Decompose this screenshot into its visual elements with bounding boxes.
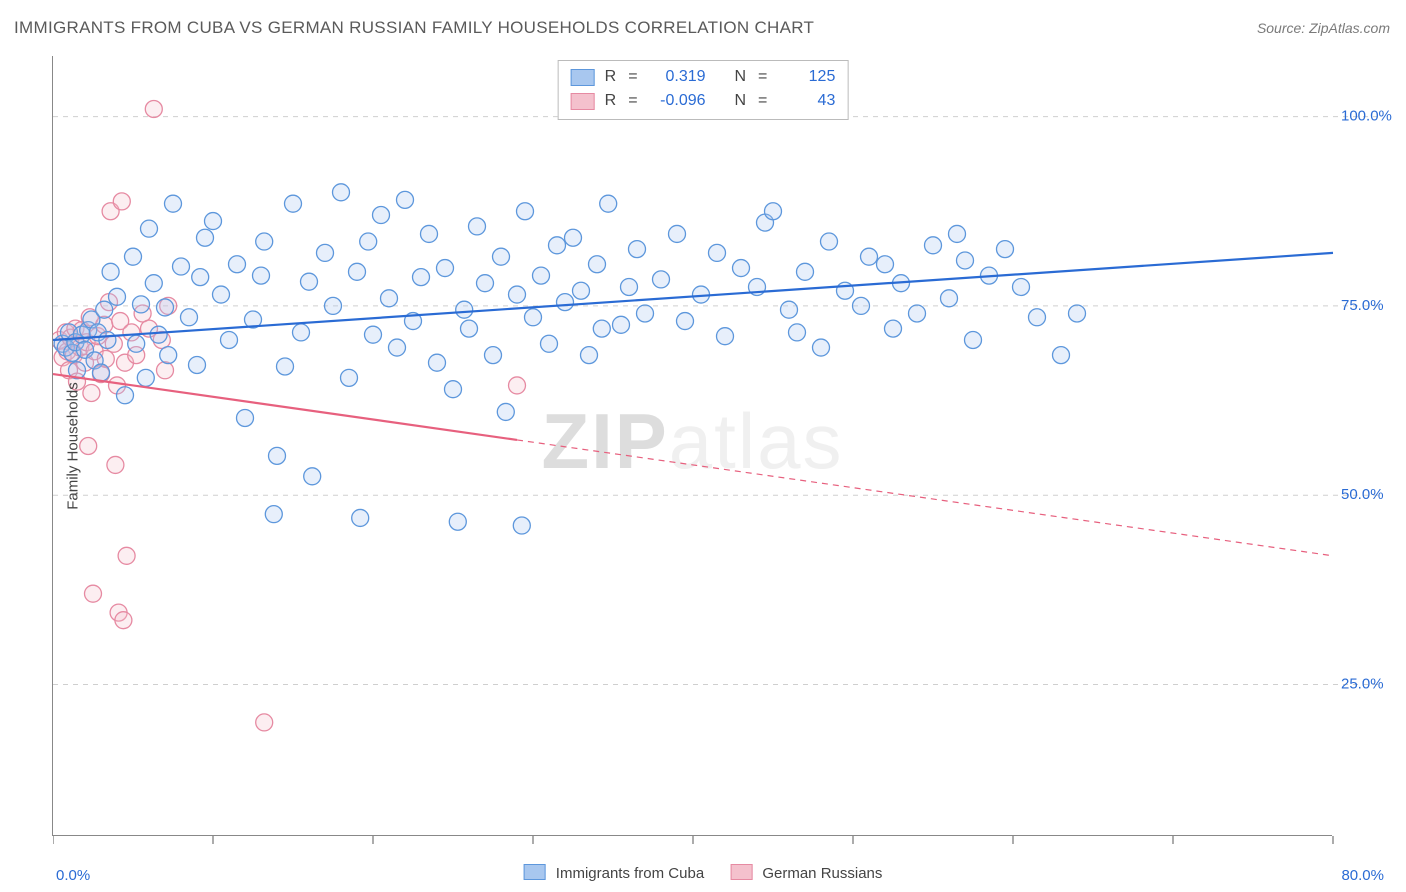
x-axis-min-label: 0.0% xyxy=(56,867,90,884)
stats-legend-row-german: R = -0.096 N = 43 xyxy=(571,89,836,113)
legend-n-german: 43 xyxy=(779,92,835,110)
stats-legend: R = 0.319 N = 125 R = -0.096 N = 43 xyxy=(558,60,849,120)
source-label: Source: ZipAtlas.com xyxy=(1257,20,1390,36)
chart-container: IMMIGRANTS FROM CUBA VS GERMAN RUSSIAN F… xyxy=(0,0,1406,892)
svg-text:75.0%: 75.0% xyxy=(1341,297,1384,314)
x-axis-max-label: 80.0% xyxy=(1341,867,1384,884)
chart-title: IMMIGRANTS FROM CUBA VS GERMAN RUSSIAN F… xyxy=(14,18,814,38)
swatch-german-icon xyxy=(571,93,595,110)
swatch-cuba-icon xyxy=(571,69,595,86)
stats-legend-row-cuba: R = 0.319 N = 125 xyxy=(571,65,836,89)
legend-n-cuba: 125 xyxy=(779,68,835,86)
y-axis-label: Family Households xyxy=(65,382,82,510)
svg-text:100.0%: 100.0% xyxy=(1341,108,1392,125)
swatch-cuba-icon xyxy=(524,864,546,880)
swatch-german-icon xyxy=(730,864,752,880)
legend-item-cuba: Immigrants from Cuba xyxy=(524,864,705,882)
legend-r-german: -0.096 xyxy=(650,92,706,110)
legend-item-german: German Russians xyxy=(730,864,882,882)
plot-svg: 25.0% 50.0% 75.0% 100.0% xyxy=(53,56,1393,856)
bottom-legend: Immigrants from Cuba German Russians xyxy=(524,864,883,882)
svg-text:50.0%: 50.0% xyxy=(1341,486,1384,503)
plot-area: ZIPatlas 25.0%50.0%75.0%100.0% Family Ho… xyxy=(52,56,1332,836)
svg-text:25.0%: 25.0% xyxy=(1341,676,1384,693)
legend-r-cuba: 0.319 xyxy=(650,68,706,86)
